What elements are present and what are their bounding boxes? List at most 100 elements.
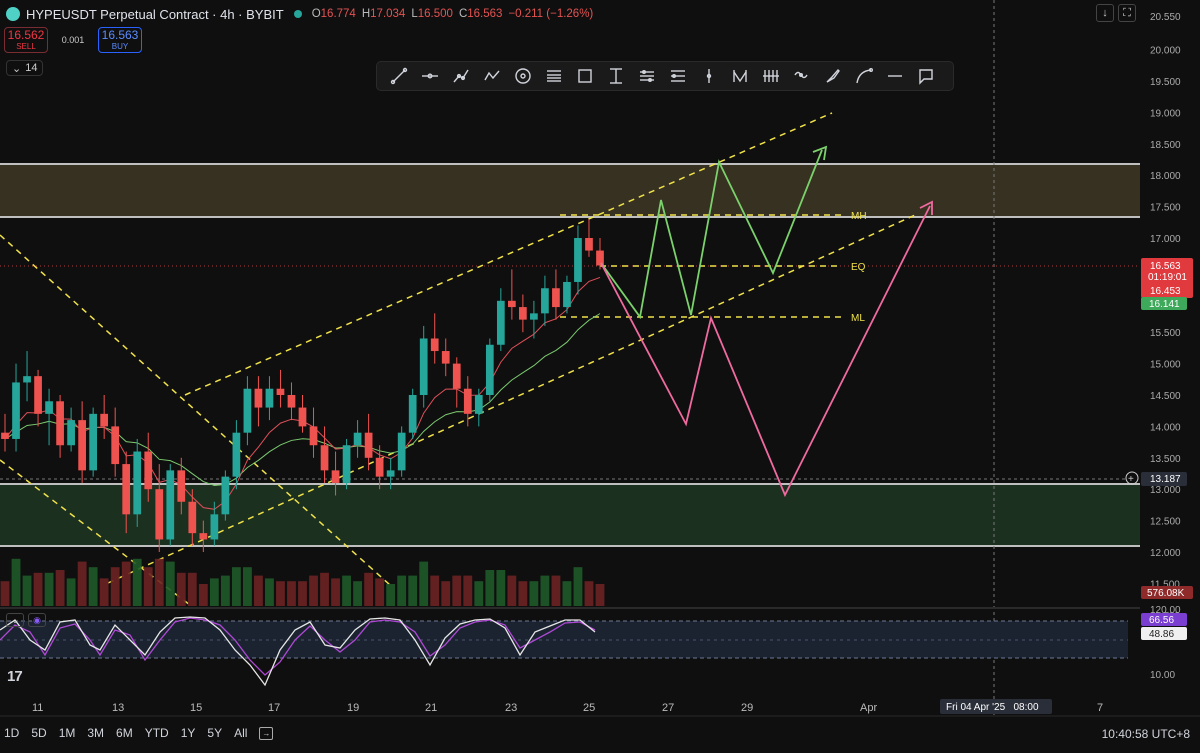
candle-body: [12, 382, 20, 439]
polyline-icon[interactable]: [476, 63, 507, 89]
timeframe-ytd[interactable]: YTD: [144, 726, 169, 740]
candle-body: [530, 313, 538, 320]
price-tick-label: 12.500: [1150, 517, 1181, 528]
volume-bar: [386, 584, 396, 606]
date-range-calendar-icon[interactable]: →: [259, 726, 274, 740]
volume-bar: [132, 558, 142, 606]
indicators-toggle[interactable]: ⌄ 14: [6, 60, 44, 76]
open-label: O: [311, 8, 321, 20]
price-tick-label: 18.500: [1150, 140, 1181, 151]
candle-body: [375, 457, 384, 477]
volume-bar: [0, 581, 10, 606]
volume-bar: [11, 558, 21, 606]
price-range-icon[interactable]: [600, 63, 631, 89]
symbol-title[interactable]: HYPEUSDT Perpetual Contract · 4h · BYBIT: [26, 6, 284, 22]
horizontal-line-icon[interactable]: [879, 63, 910, 89]
volume-bar: [309, 575, 318, 606]
candle-body: [78, 420, 86, 471]
volume-bar: [551, 575, 561, 606]
candle-body: [265, 388, 274, 408]
brush-icon[interactable]: [817, 63, 848, 89]
timeframe-1m[interactable]: 1M: [58, 726, 76, 740]
volume-bar: [55, 570, 65, 606]
top-right-controls: ↓ ⛶: [1096, 4, 1136, 22]
resistance-zone[interactable]: [0, 164, 1140, 217]
rectangle-icon[interactable]: [569, 63, 600, 89]
tradingview-logo: 17: [7, 668, 23, 685]
timeframe-3m[interactable]: 3M: [87, 726, 105, 740]
candle-body: [430, 338, 439, 352]
download-icon[interactable]: ↓: [1096, 4, 1114, 22]
timeframe-6m[interactable]: 6M: [116, 726, 133, 740]
channel-lower[interactable]: [107, 214, 916, 584]
candle-body: [386, 470, 395, 477]
price-tick-label: 15.000: [1150, 360, 1181, 371]
price-tick-label: 20.000: [1150, 46, 1181, 57]
date-range-icon[interactable]: [631, 63, 662, 89]
volume-bar: [342, 575, 351, 606]
short-position-icon[interactable]: [755, 63, 786, 89]
volume-bar: [408, 575, 418, 606]
buy-button[interactable]: 16.563 BUY: [98, 27, 142, 53]
timeframe-5y[interactable]: 5Y: [207, 726, 223, 740]
oscillator-k-line: [0, 616, 596, 687]
circle-icon[interactable]: [507, 63, 538, 89]
ema-fast-line: [4, 276, 601, 510]
parallel-channel-icon[interactable]: [538, 63, 569, 89]
path-icon[interactable]: [445, 63, 476, 89]
time-tick-label: 15: [190, 702, 202, 714]
candle-body: [177, 470, 186, 502]
price-axis[interactable]: 20.550 20.000 19.500 19.000 18.500 18.000 17.5…: [1150, 12, 1181, 622]
callout-icon[interactable]: [910, 63, 941, 89]
volume-badge: [1141, 586, 1193, 599]
osc-k-badge: [1141, 613, 1187, 626]
candle-body: [309, 426, 318, 446]
time-axis[interactable]: 11 13 15 17 19 21 23 25 27 29 Apr 7: [32, 702, 1103, 714]
sell-button[interactable]: 16.562 SELL: [4, 27, 48, 53]
curve-icon[interactable]: [848, 63, 879, 89]
timeframe-all[interactable]: All: [234, 726, 248, 740]
timeframe-5d[interactable]: 5D: [31, 726, 47, 740]
timeframe-1d[interactable]: 1D: [4, 726, 20, 740]
volume-bar: [474, 581, 484, 606]
volume-bar: [88, 567, 98, 606]
candle-body: [89, 413, 98, 471]
pattern-icon[interactable]: [786, 63, 817, 89]
bull-path[interactable]: [600, 149, 823, 320]
candle-body: [221, 476, 230, 515]
price-tick-label: 17.500: [1150, 203, 1181, 214]
timeframe-bar: 1D 5D 1M 3M 6M YTD 1Y 5Y All →: [4, 726, 274, 740]
trend-line-icon[interactable]: [383, 63, 414, 89]
symbol-header[interactable]: HYPEUSDT Perpetual Contract · 4h · BYBIT…: [0, 0, 593, 28]
horizontal-ray-icon[interactable]: [414, 63, 445, 89]
crosshair-price-badge: [1141, 472, 1187, 486]
price-tick-label: 20.550: [1150, 12, 1181, 23]
volume-bar: [518, 581, 528, 606]
add-alert-icon[interactable]: [1125, 471, 1139, 485]
buy-label: BUY: [111, 42, 129, 51]
osc-d-badge: [1141, 627, 1187, 640]
candle-body: [541, 288, 549, 314]
low-value: 16.500: [417, 8, 453, 20]
timeframe-1y[interactable]: 1Y: [180, 726, 196, 740]
volume-bar: [364, 572, 374, 606]
candle-body: [496, 300, 505, 345]
data-window-icon[interactable]: [662, 63, 693, 89]
long-position-icon[interactable]: [724, 63, 755, 89]
candle-body: [596, 250, 604, 266]
volume-bar: [331, 578, 340, 606]
oscillator-settings-icon[interactable]: ◉: [28, 613, 46, 627]
vertical-line-icon[interactable]: [693, 63, 724, 89]
level-mh-label: MH: [851, 211, 867, 222]
bear-path[interactable]: [600, 205, 931, 498]
channel-upper[interactable]: [184, 112, 833, 396]
price-tick-label: 14.500: [1150, 391, 1181, 402]
volume-bar: [220, 575, 230, 606]
candle-body: [287, 395, 296, 408]
candle-body: [507, 300, 516, 308]
candle-body: [552, 288, 560, 308]
fullscreen-icon[interactable]: ⛶: [1118, 4, 1136, 22]
clock[interactable]: 10:40:58 UTC+8: [1101, 727, 1190, 741]
oscillator-collapse-icon[interactable]: ⌄: [6, 613, 24, 627]
